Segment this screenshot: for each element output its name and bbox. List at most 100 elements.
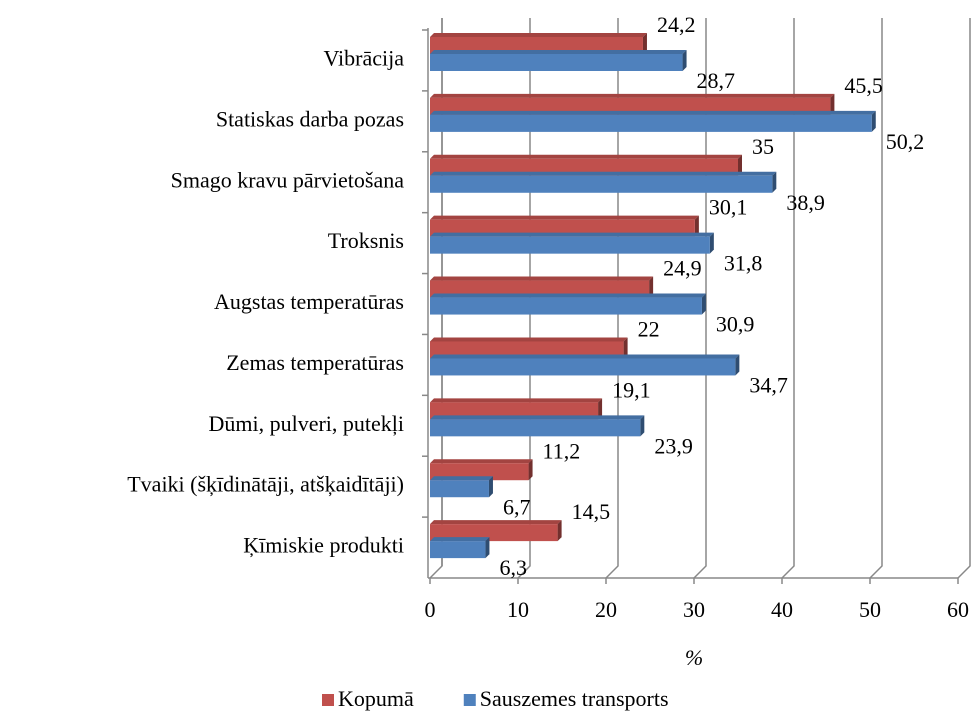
- y-tick-label: Vibrācija: [323, 45, 404, 70]
- bar-top: [430, 171, 777, 176]
- bar: [430, 158, 738, 176]
- bar-top: [430, 398, 603, 403]
- x-tick-label: 60: [947, 597, 969, 622]
- bar-top: [430, 110, 876, 115]
- bar-side: [649, 276, 654, 298]
- data-label: 35: [752, 134, 774, 159]
- bar-side: [528, 459, 533, 481]
- bar-side: [598, 398, 603, 420]
- bar-side: [642, 33, 647, 54]
- bar: [430, 54, 683, 71]
- x-tick-label: 0: [425, 597, 436, 622]
- bar: [430, 402, 599, 420]
- bar: [430, 114, 872, 132]
- data-label: 31,8: [724, 251, 763, 276]
- grid-line: [957, 18, 971, 579]
- bar-side: [772, 171, 777, 193]
- data-label: 23,9: [654, 433, 693, 458]
- bar-side: [738, 154, 742, 176]
- bar: [430, 37, 643, 54]
- data-label: 6,7: [503, 494, 530, 519]
- bar-top: [430, 459, 533, 464]
- bar-top: [430, 276, 654, 281]
- bar-top: [430, 476, 493, 481]
- bar-top: [430, 520, 562, 525]
- x-tick-label: 40: [771, 597, 793, 622]
- bar-side: [871, 110, 876, 132]
- bar-side: [488, 476, 493, 498]
- bar-top: [430, 354, 740, 359]
- y-tick-label: Zemas temperatūras: [226, 350, 404, 375]
- bar-side: [701, 293, 706, 315]
- bar-top: [430, 93, 835, 98]
- data-label: 6,3: [499, 555, 527, 580]
- bar-side: [557, 520, 562, 542]
- data-label: 28,7: [697, 68, 736, 93]
- grid-line: [869, 18, 883, 579]
- x-tick-label: 20: [595, 597, 617, 622]
- bar-top: [430, 415, 645, 420]
- legend-label: Sauszemes transports: [480, 686, 669, 711]
- x-tick-label: 50: [859, 597, 881, 622]
- bar-side: [682, 50, 687, 71]
- y-tick-label: Dūmi, pulveri, putekļi: [208, 411, 404, 436]
- bar-side: [709, 232, 714, 254]
- x-axis-label: %: [685, 645, 703, 670]
- bar-top: [430, 337, 628, 342]
- bar: [430, 524, 558, 542]
- bar-side: [735, 354, 740, 376]
- data-label: 30,9: [716, 312, 755, 337]
- legend-swatch: [322, 694, 334, 706]
- legend-label: Kopumā: [338, 686, 414, 711]
- data-label: 50,2: [886, 129, 925, 154]
- data-label: 19,1: [612, 377, 651, 402]
- bar-top: [430, 33, 647, 37]
- y-tick-label: Ķīmiskie produkti: [243, 533, 404, 558]
- data-label: 24,9: [663, 256, 702, 281]
- bar-top: [430, 50, 687, 54]
- y-tick-label: Augstas temperatūras: [214, 289, 404, 314]
- y-tick-label: Statiskas darba pozas: [216, 106, 404, 131]
- bar: [430, 175, 773, 193]
- bar: [430, 541, 486, 559]
- bar: [430, 358, 736, 376]
- bar-side: [485, 537, 490, 559]
- bar-top: [430, 537, 490, 542]
- data-label: 45,5: [844, 73, 883, 98]
- bar: [430, 97, 831, 115]
- bar-side: [694, 215, 699, 237]
- data-label: 30,1: [709, 195, 748, 220]
- bar: [430, 341, 624, 359]
- bar: [430, 219, 695, 237]
- bar-side: [830, 93, 835, 115]
- data-label: 34,7: [749, 372, 788, 397]
- bar-top: [430, 232, 714, 237]
- bar: [430, 480, 489, 498]
- data-label: 38,9: [786, 190, 825, 215]
- bar-top: [430, 154, 742, 159]
- x-tick-label: 10: [507, 597, 529, 622]
- bar-top: [430, 293, 706, 298]
- data-label: 24,2: [657, 12, 696, 37]
- bar: [430, 419, 641, 437]
- data-label: 14,5: [572, 499, 611, 524]
- bar: [430, 236, 710, 254]
- data-label: 11,2: [543, 438, 581, 463]
- bar: [430, 463, 529, 481]
- data-label: 22: [638, 316, 660, 341]
- y-tick-label: Tvaiki (šķīdinātāji, atšķaidītāji): [127, 472, 404, 497]
- bar: [430, 280, 650, 298]
- grid-line: [781, 18, 795, 579]
- y-tick-label: Troksnis: [328, 228, 404, 253]
- grid-line: [517, 18, 531, 579]
- bar-side: [623, 337, 628, 359]
- bar-top: [430, 215, 699, 220]
- x-tick-label: 30: [683, 597, 705, 622]
- grid-line: [693, 18, 707, 579]
- bar-side: [640, 415, 645, 437]
- y-tick-label: Smago kravu pārvietošana: [171, 167, 405, 192]
- grid-line: [605, 18, 619, 579]
- bar: [430, 297, 702, 315]
- legend-swatch: [463, 694, 476, 706]
